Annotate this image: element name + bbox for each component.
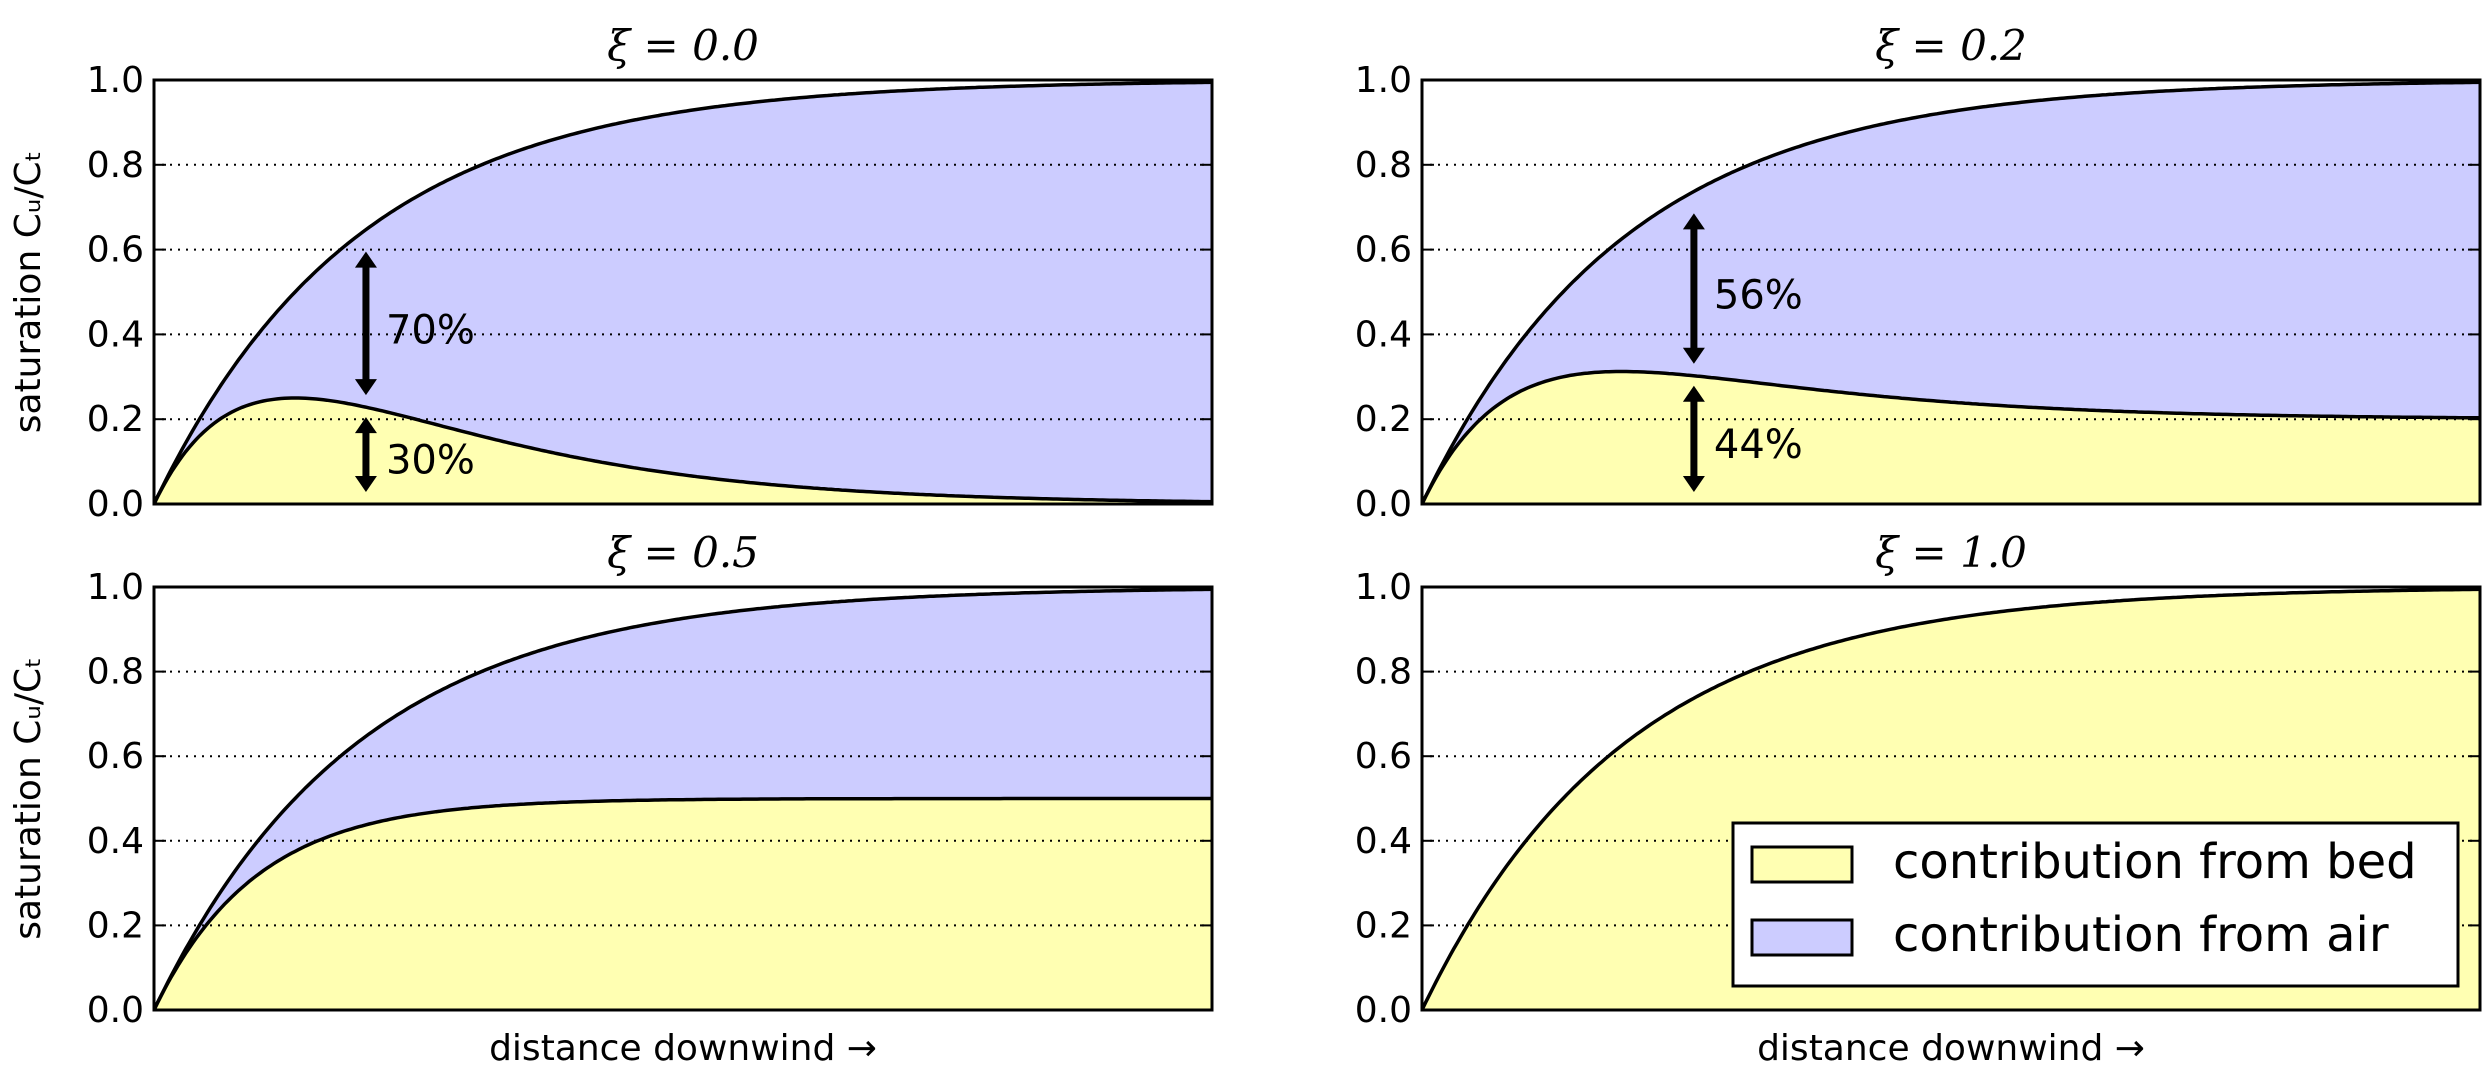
y-tick-label: 0.8 <box>1355 145 1412 186</box>
arrow-air-share <box>1682 213 1705 364</box>
area-contribution-from-bed <box>154 398 1212 504</box>
y-axis-label: saturation Cᵤ/Cₜ <box>8 657 49 940</box>
subplot-title: ξ = 0.0 <box>607 21 759 70</box>
y-tick-label: 0.2 <box>87 905 144 946</box>
arrow-head <box>354 379 377 396</box>
arrow-head <box>1682 213 1705 230</box>
y-tick-label: 1.0 <box>1355 60 1412 101</box>
area-above-total <box>154 587 1212 1010</box>
y-tick-label: 0.4 <box>87 314 144 355</box>
x-axis-label: distance downwind → <box>489 1028 877 1069</box>
legend: contribution from bed contribution from … <box>1731 821 2460 988</box>
legend-label-air: contribution from air <box>1893 907 2389 963</box>
y-tick-label: 0.6 <box>1355 230 1412 271</box>
y-tick-label: 0.4 <box>1355 821 1412 862</box>
subplot-xi-0.0: 0.0 0.2 0.4 0.6 0.8 1.0 70% 30% ξ = 0.0 satura… <box>8 21 1214 525</box>
area-contribution-from-air <box>1422 82 2480 505</box>
annotation-bed-percent: 44% <box>1714 422 1803 468</box>
y-tick-label: 0.2 <box>1355 905 1412 946</box>
y-tick-label: 0.6 <box>87 736 144 777</box>
total-saturation-line <box>152 587 1213 1011</box>
y-tick-label: 1.0 <box>87 567 144 608</box>
total-saturation-line <box>152 80 1213 505</box>
y-tick-label: 0.4 <box>1355 314 1412 355</box>
subplot-xi-0.2: 0.0 0.2 0.4 0.6 0.8 1.0 56% 44% ξ = 0.2 <box>1355 21 2482 525</box>
y-tick-label: 0.0 <box>1355 484 1412 525</box>
y-tick-label: 0.8 <box>87 145 144 186</box>
subplot-xi-0.5: 0.0 0.2 0.4 0.6 0.8 1.0 ξ = 0.5 saturation Cᵤ… <box>8 528 1214 1069</box>
arrow-head <box>1682 476 1705 492</box>
y-tick-label: 0.6 <box>87 230 144 271</box>
legend-swatch-bed <box>1750 845 1854 884</box>
arrow-air-share <box>354 251 377 396</box>
x-axis-label: distance downwind → <box>1757 1028 2145 1069</box>
subplot-xi-1.0: 0.0 0.2 0.4 0.6 0.8 1.0 ξ = 1.0 distance down… <box>1355 528 2482 1069</box>
y-tick-label: 0.6 <box>1355 736 1412 777</box>
area-above-total <box>1422 80 2480 504</box>
y-tick-label: 1.0 <box>87 60 144 101</box>
y-tick-label: 0.0 <box>87 484 144 525</box>
y-tick-label: 0.4 <box>87 821 144 862</box>
arrow-bed-share <box>1682 385 1705 492</box>
area-contribution-from-bed <box>154 798 1212 1010</box>
annotation-air-percent: 56% <box>1714 273 1803 319</box>
axes-frame <box>1420 585 2482 1012</box>
y-tick-label: 0.0 <box>87 990 144 1031</box>
y-tick-label: 1.0 <box>1355 567 1412 608</box>
area-contribution-from-bed <box>1422 371 2480 504</box>
y-axis-label: saturation Cᵤ/Cₜ <box>8 151 49 434</box>
arrow-head <box>354 417 377 434</box>
arrow-bed-share <box>354 417 377 492</box>
bed-contribution-line <box>152 396 1213 505</box>
y-tick-label: 0.2 <box>1355 399 1412 440</box>
arrow-head <box>1682 347 1705 364</box>
y-tick-label: 0.8 <box>87 652 144 693</box>
arrow-head <box>354 251 377 268</box>
arrow-head <box>1682 385 1705 402</box>
area-contribution-from-air <box>154 82 1212 505</box>
axes-frame <box>152 585 1214 1012</box>
bed-contribution-line <box>1420 369 2480 505</box>
annotation-bed-percent: 30% <box>386 438 475 484</box>
y-tick-label: 0.2 <box>87 399 144 440</box>
area-above-total <box>154 80 1212 504</box>
total-saturation-line <box>1420 80 2481 505</box>
y-tick-label: 0.8 <box>1355 652 1412 693</box>
subplot-title: ξ = 0.5 <box>607 528 759 577</box>
annotation-air-percent: 70% <box>386 307 475 353</box>
subplot-title: ξ = 0.2 <box>1875 21 2027 70</box>
arrow-head <box>354 476 377 492</box>
total-saturation-line <box>1420 587 2481 1011</box>
axes-frame <box>152 78 1214 506</box>
axes-frame <box>1420 78 2482 506</box>
y-tick-label: 0.0 <box>1355 990 1412 1031</box>
legend-label-bed: contribution from bed <box>1893 834 2417 890</box>
area-above-total <box>1422 587 2480 1010</box>
bed-contribution-line <box>152 796 1212 1011</box>
legend-box <box>1731 821 2460 988</box>
subplot-title: ξ = 1.0 <box>1875 528 2027 577</box>
legend-swatch-air <box>1750 918 1854 957</box>
